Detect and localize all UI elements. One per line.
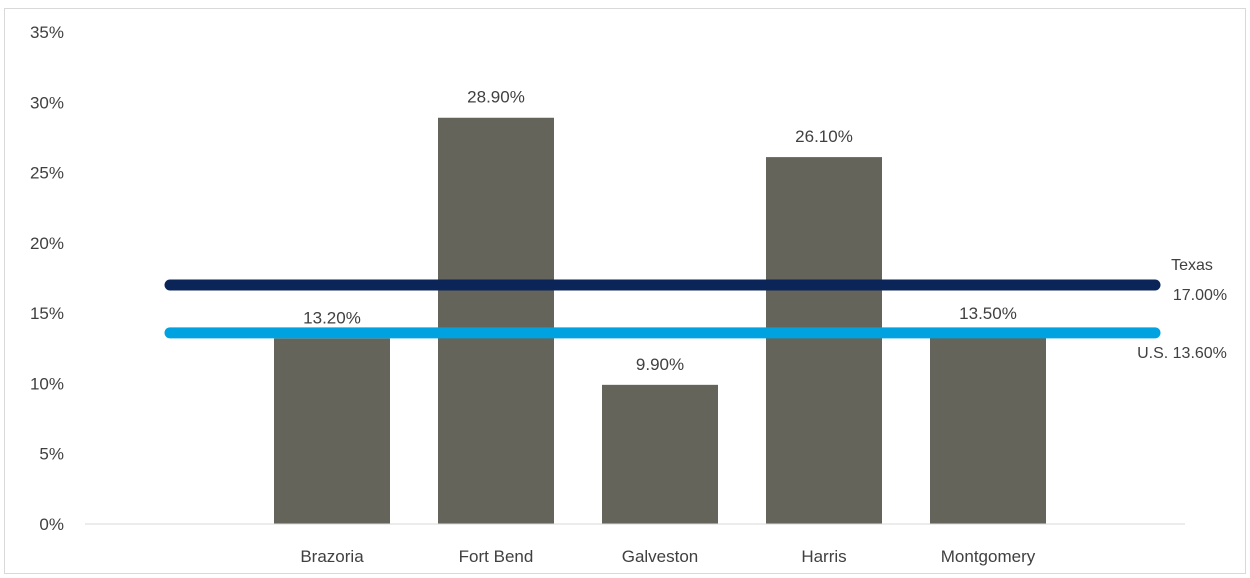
y-tick-label: 35% <box>30 23 64 42</box>
y-axis-ticks: 0% 5% 10% 15% 20% 25% 30% 35% <box>30 23 64 534</box>
data-labels: 13.20% 28.90% 9.90% 26.10% 13.50% <box>303 88 1017 374</box>
y-tick-label: 15% <box>30 304 64 323</box>
x-category-label: Galveston <box>622 547 699 566</box>
reference-line-label: U.S. 13.60% <box>1137 345 1227 362</box>
data-label: 28.90% <box>467 88 525 107</box>
bar <box>274 338 390 524</box>
x-axis-categories: Brazoria Fort Bend Galveston Harris Montgome… <box>300 547 1035 566</box>
y-tick-label: 25% <box>30 164 64 183</box>
y-tick-label: 5% <box>39 445 64 464</box>
reference-lines: Texas 17.00% U.S. 13.60% <box>164 257 1227 362</box>
bar <box>930 334 1046 524</box>
x-category-label: Harris <box>801 547 846 566</box>
x-category-label: Montgomery <box>941 547 1036 566</box>
reference-line-name: Texas <box>1171 257 1213 274</box>
reference-line-value: 17.00% <box>1173 287 1227 304</box>
data-label: 13.20% <box>303 308 361 327</box>
data-label: 13.50% <box>959 304 1017 323</box>
x-category-label: Fort Bend <box>459 547 534 566</box>
data-label: 26.10% <box>795 127 853 146</box>
y-tick-label: 20% <box>30 234 64 253</box>
bar <box>602 384 718 524</box>
bars <box>274 117 1046 525</box>
y-tick-label: 30% <box>30 93 64 112</box>
bar <box>438 117 554 525</box>
y-tick-label: 10% <box>30 374 64 393</box>
data-label: 9.90% <box>636 355 684 374</box>
bar <box>766 157 882 524</box>
y-tick-label: 0% <box>39 515 64 534</box>
x-category-label: Brazoria <box>300 547 364 566</box>
